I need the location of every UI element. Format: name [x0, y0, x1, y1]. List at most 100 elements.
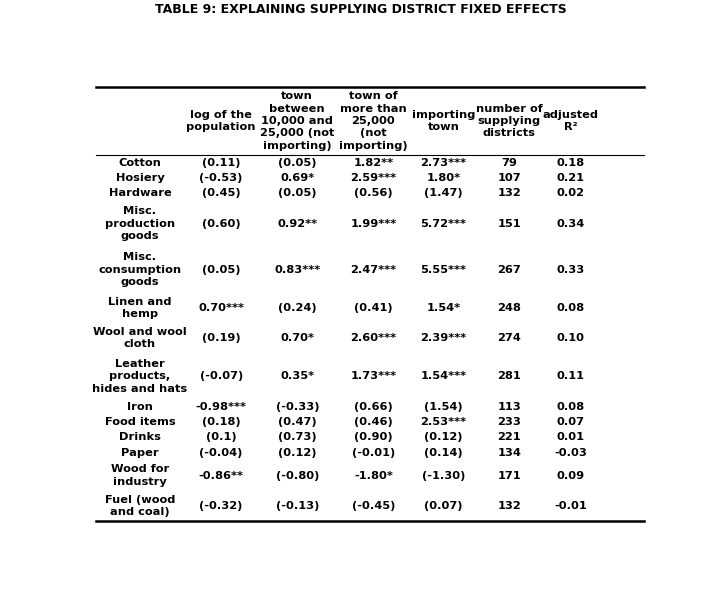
Text: 1.73***: 1.73***: [350, 371, 396, 381]
Text: 171: 171: [497, 470, 521, 480]
Text: (0.05): (0.05): [278, 189, 316, 198]
Text: 267: 267: [497, 265, 521, 275]
Text: town of
more than
25,000
(not
importing): town of more than 25,000 (not importing): [339, 91, 408, 151]
Text: 5.72***: 5.72***: [420, 219, 466, 229]
Text: 0.21: 0.21: [557, 173, 585, 183]
Text: 134: 134: [497, 448, 521, 458]
Text: 1.99***: 1.99***: [350, 219, 396, 229]
Text: Wool and wool
cloth: Wool and wool cloth: [93, 327, 187, 349]
Text: 248: 248: [497, 303, 521, 313]
Text: (-0.01): (-0.01): [352, 448, 395, 458]
Text: 2.39***: 2.39***: [420, 333, 466, 343]
Text: (0.18): (0.18): [202, 417, 240, 427]
Text: Iron: Iron: [127, 402, 153, 412]
Text: Drinks: Drinks: [119, 433, 161, 443]
Text: 2.47***: 2.47***: [350, 265, 396, 275]
Text: (0.24): (0.24): [278, 303, 316, 313]
Text: 0.10: 0.10: [557, 333, 585, 343]
Text: (0.47): (0.47): [278, 417, 316, 427]
Text: Wood for
industry: Wood for industry: [111, 465, 169, 487]
Text: -0.03: -0.03: [554, 448, 587, 458]
Text: (0.19): (0.19): [202, 333, 240, 343]
Text: 151: 151: [497, 219, 521, 229]
Text: 0.70*: 0.70*: [280, 333, 314, 343]
Text: 0.33: 0.33: [557, 265, 585, 275]
Text: (-0.32): (-0.32): [199, 501, 243, 511]
Text: 0.01: 0.01: [557, 433, 585, 443]
Text: 2.59***: 2.59***: [350, 173, 396, 183]
Text: (0.56): (0.56): [354, 189, 393, 198]
Text: (0.73): (0.73): [278, 433, 316, 443]
Text: 0.09: 0.09: [557, 470, 585, 480]
Text: 281: 281: [497, 371, 521, 381]
Text: (0.60): (0.60): [202, 219, 240, 229]
Text: -0.86**: -0.86**: [199, 470, 244, 480]
Text: 113: 113: [497, 402, 521, 412]
Text: 0.92**: 0.92**: [277, 219, 318, 229]
Text: 0.02: 0.02: [557, 189, 585, 198]
Text: (0.12): (0.12): [424, 433, 463, 443]
Text: 107: 107: [497, 173, 521, 183]
Text: 1.82**: 1.82**: [353, 158, 393, 168]
Text: (-0.13): (-0.13): [276, 501, 319, 511]
Text: 221: 221: [497, 433, 521, 443]
Text: 0.34: 0.34: [557, 219, 585, 229]
Text: importing
town: importing town: [412, 110, 475, 132]
Text: (0.41): (0.41): [354, 303, 393, 313]
Text: (-0.80): (-0.80): [276, 470, 319, 480]
Text: Hardware: Hardware: [109, 189, 171, 198]
Text: adjusted
R²: adjusted R²: [543, 110, 599, 132]
Text: 1.80*: 1.80*: [426, 173, 461, 183]
Text: -1.80*: -1.80*: [354, 470, 393, 480]
Text: (0.05): (0.05): [278, 158, 316, 168]
Text: 0.70***: 0.70***: [198, 303, 244, 313]
Text: 2.60***: 2.60***: [350, 333, 396, 343]
Text: 0.07: 0.07: [557, 417, 585, 427]
Text: 0.08: 0.08: [557, 402, 585, 412]
Text: (-0.33): (-0.33): [276, 402, 319, 412]
Text: town
between
10,000 and
25,000 (not
importing): town between 10,000 and 25,000 (not impo…: [260, 91, 334, 151]
Text: 0.08: 0.08: [557, 303, 585, 313]
Text: (0.45): (0.45): [202, 189, 240, 198]
Text: (-0.45): (-0.45): [352, 501, 395, 511]
Text: (0.1): (0.1): [206, 433, 237, 443]
Text: Hosiery: Hosiery: [116, 173, 165, 183]
Text: Leather
products,
hides and hats: Leather products, hides and hats: [92, 359, 188, 394]
Text: (0.14): (0.14): [424, 448, 463, 458]
Text: Misc.
production
goods: Misc. production goods: [105, 206, 175, 241]
Text: 0.18: 0.18: [557, 158, 585, 168]
Text: Fuel (wood
and coal): Fuel (wood and coal): [105, 495, 175, 517]
Text: number of
supplying
districts: number of supplying districts: [476, 103, 543, 138]
Text: log of the
population: log of the population: [186, 110, 256, 132]
Text: (-1.30): (-1.30): [422, 470, 465, 480]
Text: 0.83***: 0.83***: [274, 265, 321, 275]
Text: 233: 233: [497, 417, 521, 427]
Text: (0.11): (0.11): [202, 158, 240, 168]
Text: 274: 274: [497, 333, 521, 343]
Text: -0.98***: -0.98***: [196, 402, 247, 412]
Text: Food items: Food items: [105, 417, 175, 427]
Text: Linen and
hemp: Linen and hemp: [108, 297, 172, 319]
Text: TABLE 9: EXPLAINING SUPPLYING DISTRICT FIXED EFFECTS: TABLE 9: EXPLAINING SUPPLYING DISTRICT F…: [155, 3, 567, 16]
Text: Misc.
consumption
goods: Misc. consumption goods: [98, 252, 182, 287]
Text: 1.54***: 1.54***: [420, 371, 466, 381]
Text: 132: 132: [497, 189, 521, 198]
Text: 5.55***: 5.55***: [420, 265, 466, 275]
Text: 0.11: 0.11: [557, 371, 585, 381]
Text: (0.46): (0.46): [354, 417, 393, 427]
Text: 132: 132: [497, 501, 521, 511]
Text: (0.05): (0.05): [202, 265, 240, 275]
Text: 2.73***: 2.73***: [420, 158, 466, 168]
Text: 79: 79: [501, 158, 517, 168]
Text: (1.47): (1.47): [424, 189, 463, 198]
Text: 2.53***: 2.53***: [420, 417, 466, 427]
Text: (0.12): (0.12): [278, 448, 316, 458]
Text: (-0.04): (-0.04): [199, 448, 243, 458]
Text: 1.54*: 1.54*: [426, 303, 461, 313]
Text: 0.35*: 0.35*: [280, 371, 314, 381]
Text: 0.69*: 0.69*: [280, 173, 314, 183]
Text: (0.66): (0.66): [354, 402, 393, 412]
Text: (-0.07): (-0.07): [199, 371, 243, 381]
Text: (-0.53): (-0.53): [199, 173, 243, 183]
Text: -0.01: -0.01: [554, 501, 587, 511]
